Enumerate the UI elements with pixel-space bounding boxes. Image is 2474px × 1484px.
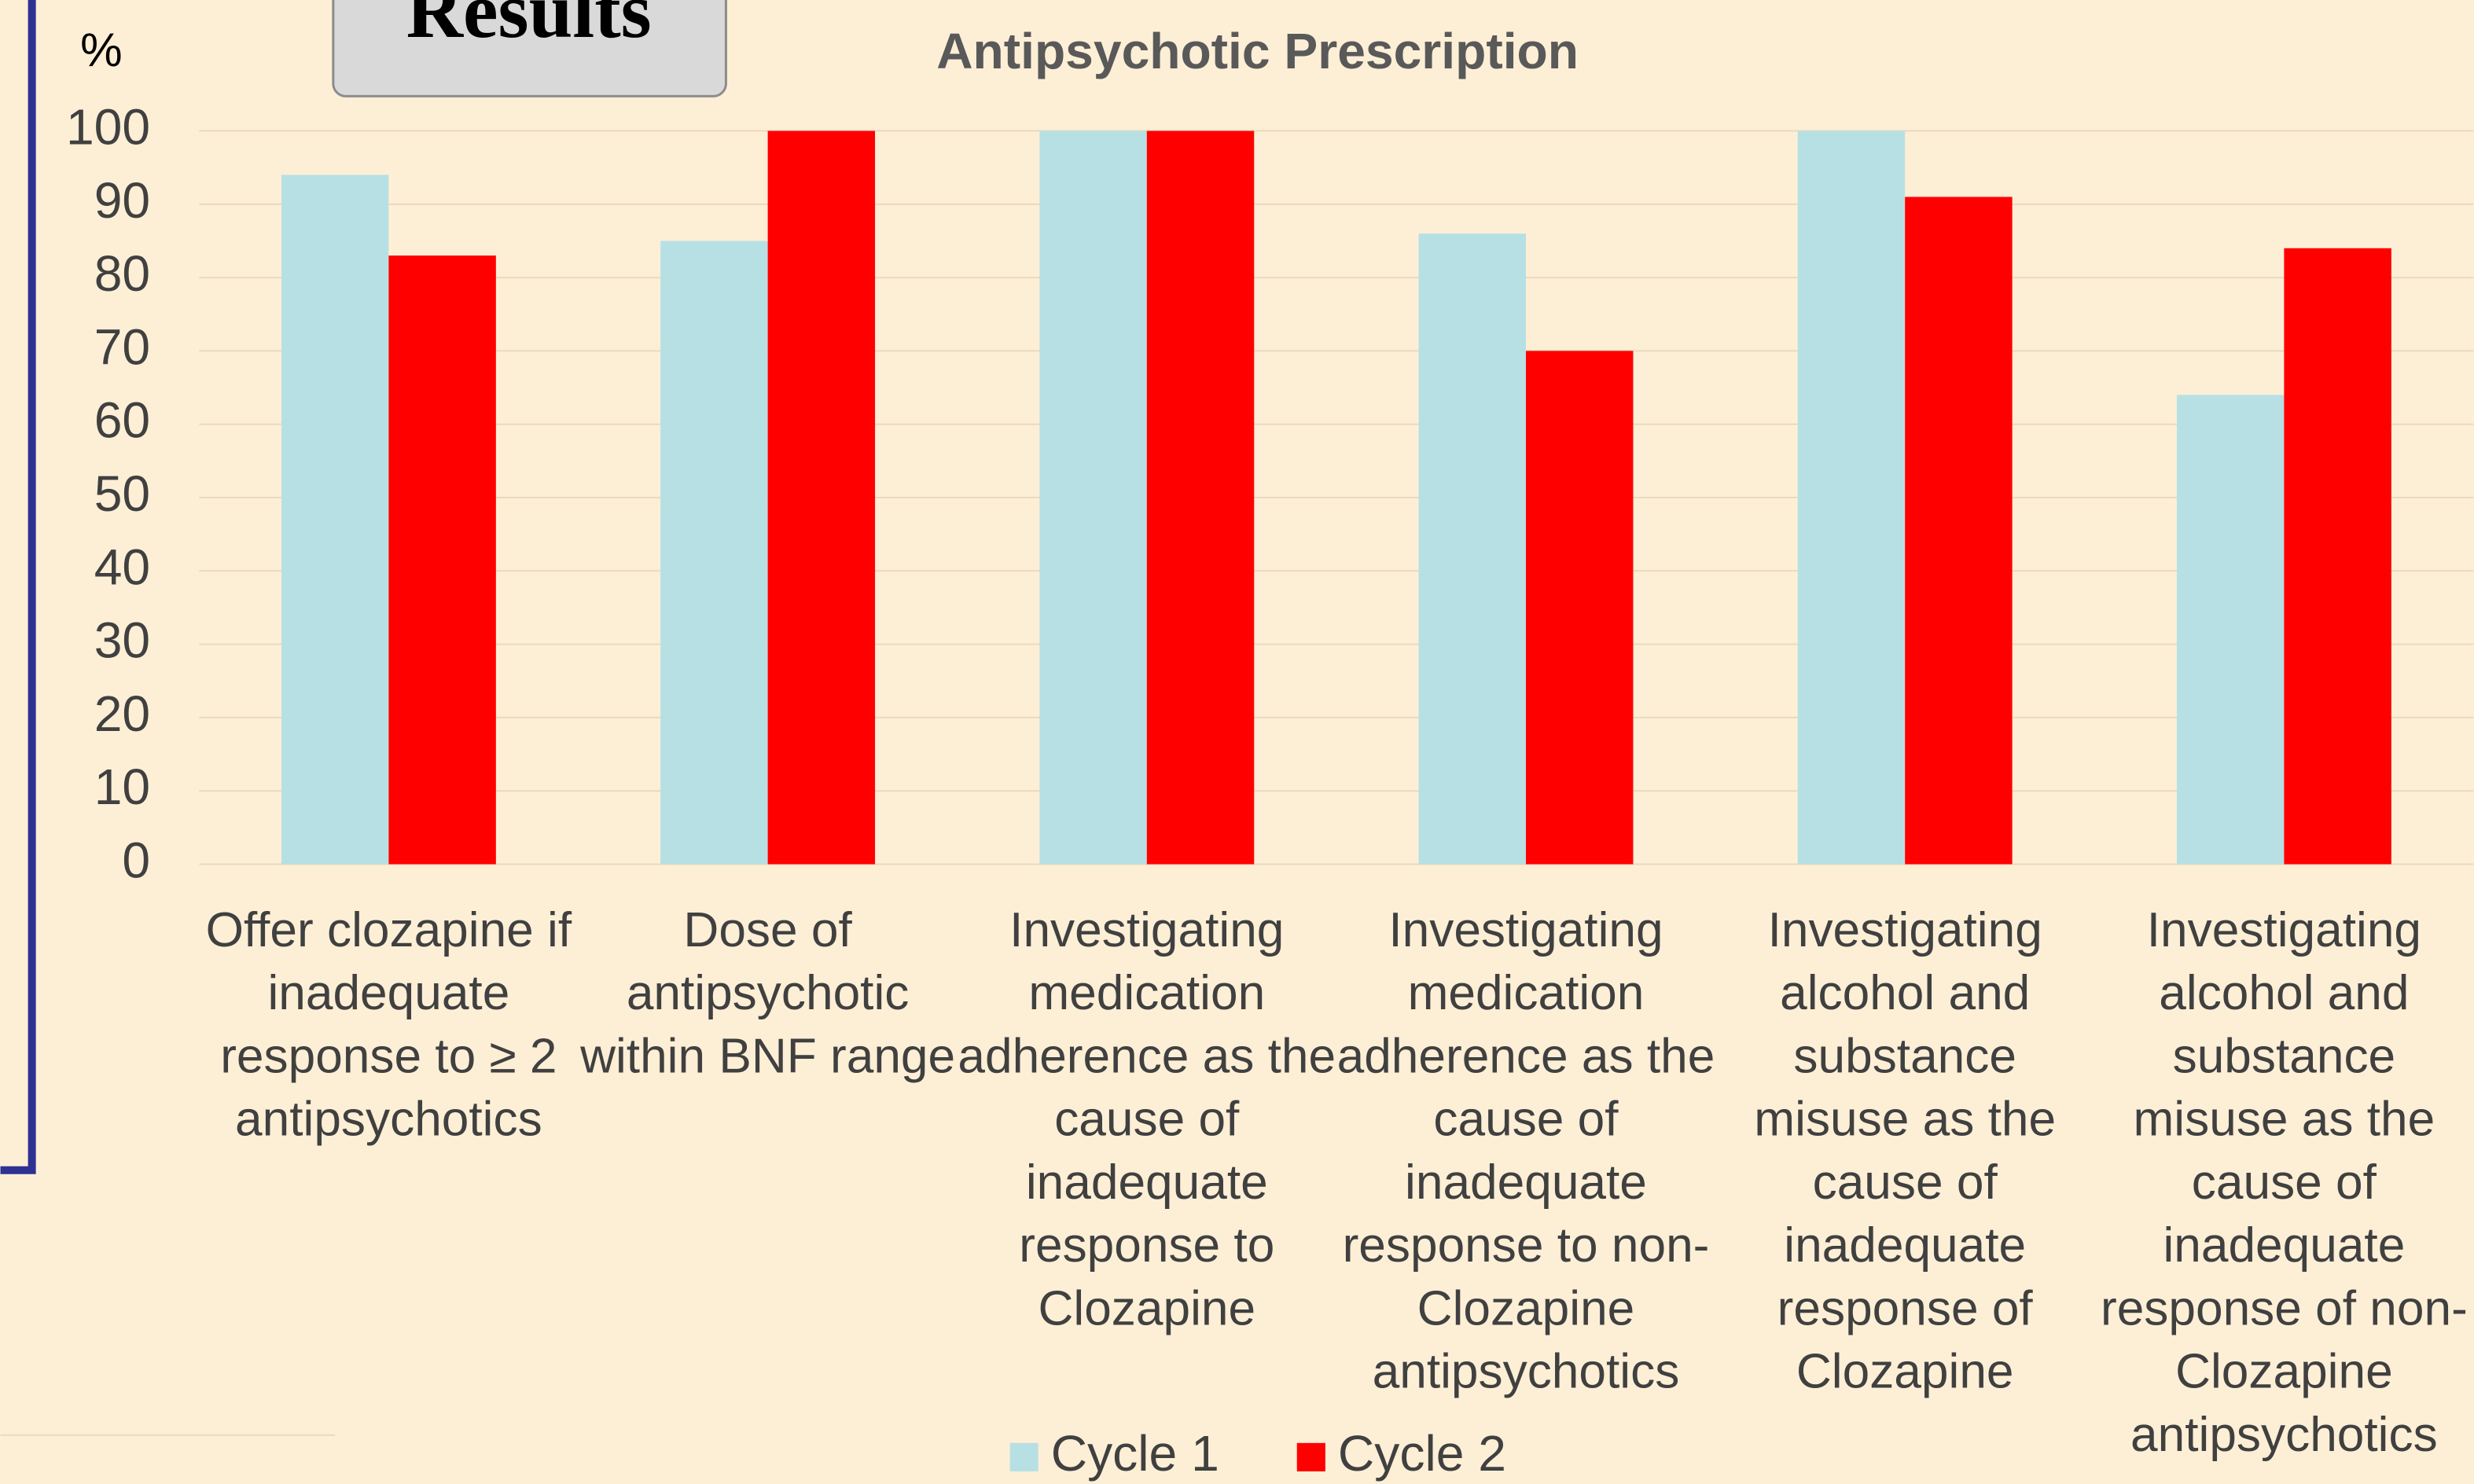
y-tick-label: 0 xyxy=(122,832,150,888)
bar xyxy=(1797,130,1906,865)
chart-title: Antipsychotic Prescription xyxy=(936,23,1579,79)
legend-swatch xyxy=(1009,1442,1038,1471)
x-tick-label: Offer clozapine if inadequate response t… xyxy=(205,902,572,1147)
x-tick-label-box: Offer clozapine if inadequate response t… xyxy=(205,902,572,1147)
x-tick-label-box: Dose of antipsychotic within BNF range xyxy=(580,902,956,1084)
y-tick-label: 100 xyxy=(66,98,150,155)
x-tick-label-box: Investigating medication adherence as th… xyxy=(958,902,1336,1336)
bar xyxy=(1526,351,1634,865)
bar xyxy=(660,241,768,865)
results-box xyxy=(332,0,727,97)
x-tick-label-box: Investigating medication adherence as th… xyxy=(1336,902,1715,1399)
y-tick-label: 20 xyxy=(94,685,150,742)
y-tick-label: 10 xyxy=(94,759,150,815)
x-tick-label: Investigating alcohol and substance misu… xyxy=(2100,902,2468,1462)
results-title: Results xyxy=(406,0,652,54)
x-tick-label-box: Investigating alcohol and substance misu… xyxy=(1754,902,2057,1399)
y-tick-label: 80 xyxy=(94,245,150,302)
bar xyxy=(2176,395,2285,865)
y-axis-label: % xyxy=(80,24,123,76)
bar xyxy=(1039,130,1147,865)
frame-bracket xyxy=(0,0,36,1174)
bar xyxy=(1905,197,2013,865)
y-tick-label: 30 xyxy=(94,612,150,669)
x-tick-label: Dose of antipsychotic within BNF range xyxy=(580,902,956,1084)
bar xyxy=(1418,233,1527,865)
x-tick-label: Investigating medication adherence as th… xyxy=(958,902,1336,1336)
legend-label: Cycle 2 xyxy=(1338,1425,1506,1482)
bar xyxy=(388,255,496,865)
y-tick-label: 60 xyxy=(94,392,150,449)
y-tick-label: 90 xyxy=(94,172,150,229)
x-tick-label-box: Investigating alcohol and substance misu… xyxy=(2100,902,2468,1462)
y-tick-label: 50 xyxy=(94,465,150,522)
y-tick-label: 40 xyxy=(94,538,150,595)
legend-label: Cycle 1 xyxy=(1051,1425,1219,1482)
bar xyxy=(281,174,389,865)
legend-swatch xyxy=(1296,1442,1325,1471)
bar xyxy=(767,130,876,865)
x-tick-label: Investigating medication adherence as th… xyxy=(1336,902,1715,1399)
bar xyxy=(1146,130,1255,865)
x-tick-label: Investigating alcohol and substance misu… xyxy=(1754,902,2057,1399)
y-tick-label: 70 xyxy=(94,318,150,375)
bar xyxy=(2284,248,2391,865)
